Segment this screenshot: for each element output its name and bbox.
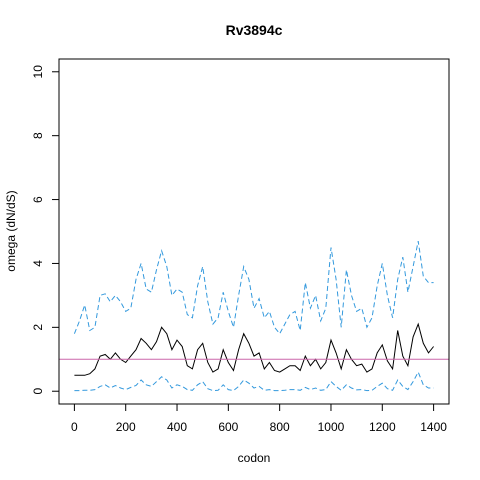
x-tick-label: 400	[167, 420, 187, 434]
y-tick-label: 8	[31, 132, 45, 139]
chart-title: Rv3894c	[226, 22, 283, 38]
x-tick-label: 600	[218, 420, 238, 434]
y-axis: 0 2 4 6 8 10	[31, 65, 60, 395]
series-line-2	[73, 241, 434, 335]
x-axis-label: codon	[238, 451, 271, 465]
y-tick-label: 2	[31, 324, 45, 331]
x-axis: 0 200 400 600 800 1000 1200 1400	[71, 403, 447, 434]
x-tick-label: 800	[270, 420, 290, 434]
series-layer	[73, 241, 434, 392]
y-tick-label: 10	[31, 65, 45, 79]
x-tick-label: 1400	[420, 420, 447, 434]
y-tick-label: 4	[31, 260, 45, 267]
x-tick-label: 1200	[369, 420, 396, 434]
y-tick-label: 6	[31, 196, 45, 203]
plot-frame	[58, 58, 450, 405]
series-line-3	[74, 370, 434, 392]
x-tick-label: 200	[116, 420, 136, 434]
series-line-1	[74, 322, 434, 376]
x-tick-label: 1000	[318, 420, 345, 434]
x-tick-label: 0	[71, 420, 78, 434]
y-axis-label: omega (dN/dS)	[4, 190, 18, 271]
y-tick-label: 0	[31, 388, 45, 395]
